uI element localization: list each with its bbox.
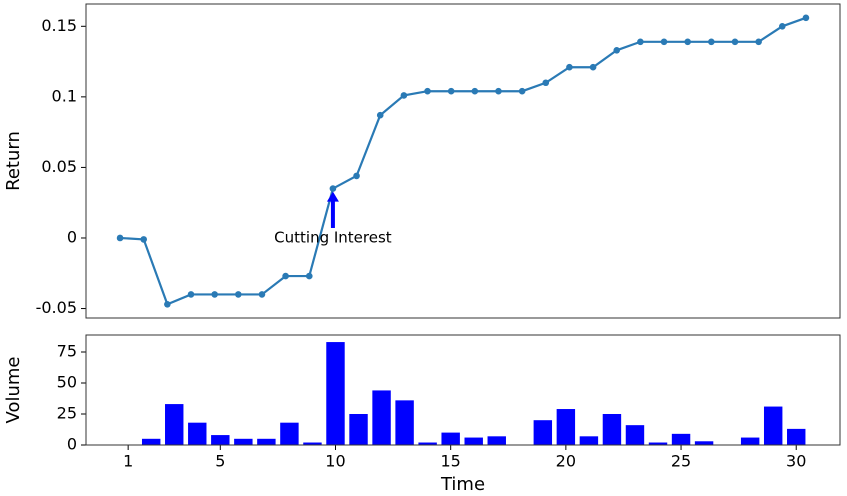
marker: [589, 63, 597, 71]
bar: [257, 438, 276, 445]
y-axis-label: Volume: [3, 357, 24, 424]
bar: [671, 433, 691, 445]
bar: [787, 428, 806, 445]
marker: [708, 38, 715, 46]
x-axis-label: Time: [440, 474, 485, 495]
marker: [660, 38, 668, 46]
bar: [441, 432, 460, 445]
x-tick-label: 1: [123, 452, 133, 471]
plot-frame: [85, 334, 841, 446]
y-tick-label: 0: [67, 227, 77, 246]
bar: [556, 409, 576, 445]
marker: [637, 38, 644, 46]
x-tick-label: 20: [556, 452, 576, 471]
marker: [305, 272, 313, 280]
bar: [763, 406, 783, 445]
bar: [579, 436, 599, 445]
x-tick-label: 25: [671, 452, 691, 471]
bar: [211, 435, 230, 445]
marker: [802, 14, 810, 22]
y-tick-label: 25: [57, 403, 77, 422]
plot-frame: [85, 3, 841, 319]
bar: [487, 436, 506, 445]
marker: [353, 172, 360, 180]
y-tick-label: 0.1: [52, 86, 77, 105]
bar: [141, 438, 161, 445]
y-tick-label: 0: [67, 435, 77, 454]
marker: [164, 301, 171, 308]
bar: [694, 441, 714, 445]
y-tick-label: 0.05: [41, 157, 77, 176]
bar: [349, 413, 368, 445]
bar: [740, 437, 760, 445]
line: [119, 16, 807, 306]
bar: [464, 437, 483, 445]
x-tick-label: 15: [440, 452, 460, 471]
x-tick-label: 10: [325, 452, 345, 471]
bar: [280, 422, 299, 445]
marker: [187, 291, 195, 298]
marker: [731, 38, 739, 46]
marker: [282, 272, 289, 280]
bar: [533, 420, 553, 445]
marker: [424, 87, 431, 95]
marker: [258, 291, 266, 298]
bar: [234, 438, 253, 445]
bar: [188, 422, 207, 445]
bar: [303, 442, 322, 445]
marker: [447, 87, 455, 95]
x-tick-label: 5: [215, 452, 225, 471]
bar: [372, 390, 391, 445]
y-tick-label: 75: [57, 341, 77, 360]
marker: [140, 236, 148, 243]
marker: [755, 38, 762, 46]
annotation: Cutting Interest: [274, 228, 392, 246]
marker: [566, 63, 573, 71]
marker: [778, 22, 786, 30]
y-tick-label: 0.15: [41, 16, 77, 35]
marker: [376, 111, 384, 119]
marker: [329, 185, 337, 192]
marker: [542, 79, 550, 87]
bar: [648, 442, 668, 445]
bar: [326, 342, 345, 445]
y-tick-label: -0.05: [36, 298, 77, 317]
bar: [602, 413, 622, 445]
bar: [625, 425, 645, 445]
y-axis-label: Return: [3, 131, 24, 191]
annotation-arrowhead: [326, 191, 339, 202]
bar: [165, 404, 184, 445]
marker: [235, 291, 242, 298]
y-tick-label: 50: [57, 372, 77, 391]
marker: [471, 87, 479, 95]
bar: [395, 400, 414, 445]
marker: [684, 38, 691, 46]
x-tick-label: 30: [786, 452, 806, 471]
bar: [418, 442, 437, 445]
marker: [495, 87, 502, 95]
marker: [613, 46, 621, 54]
marker: [211, 291, 218, 298]
marker: [518, 87, 526, 95]
marker: [400, 92, 408, 99]
marker: [116, 234, 124, 242]
